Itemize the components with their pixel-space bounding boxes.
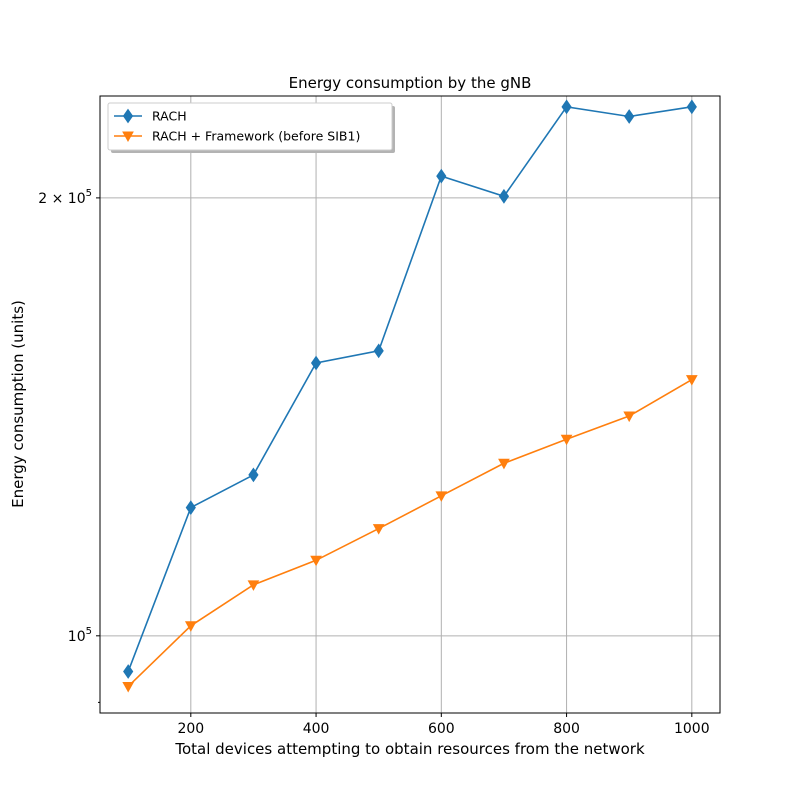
series-0-point-3 bbox=[310, 355, 322, 371]
series-1-point-5 bbox=[435, 491, 448, 502]
legend-marker-1 bbox=[122, 131, 134, 143]
tick-layer: 200 400 600 800 1000 105 2 × 105 bbox=[38, 188, 709, 737]
series-0-point-9 bbox=[686, 99, 697, 115]
series-1-point-0 bbox=[122, 681, 135, 693]
legend-marker-0 bbox=[122, 108, 134, 124]
series-0-point-1 bbox=[185, 500, 196, 515]
series-1-point-1 bbox=[184, 621, 197, 632]
series-0-point-5 bbox=[436, 168, 447, 184]
chart-title: Energy consumption by the gNB bbox=[289, 74, 532, 92]
series-1 bbox=[122, 375, 698, 693]
series-0-point-7 bbox=[561, 99, 572, 115]
series-0-point-6 bbox=[498, 188, 510, 204]
plot-frame bbox=[99, 95, 721, 714]
y-tick-label-200000: 2 × 105 bbox=[38, 188, 92, 207]
y-tick-label-100000: 105 bbox=[68, 626, 92, 645]
x-tick-label-400: 400 bbox=[303, 721, 330, 737]
series-0-point-2 bbox=[248, 467, 259, 483]
legend: RACH RACH + Framework (before SIB1) bbox=[107, 102, 395, 153]
series-0 bbox=[123, 99, 697, 679]
x-tick-label-200: 200 bbox=[177, 721, 204, 737]
series-1-point-3 bbox=[310, 555, 322, 567]
legend-label-1: RACH + Framework (before SIB1) bbox=[152, 129, 360, 144]
legend-label-0: RACH bbox=[152, 109, 187, 124]
series-line-0 bbox=[127, 105, 692, 672]
series-1-point-8 bbox=[623, 411, 636, 423]
x-tick-label-600: 600 bbox=[428, 721, 455, 737]
x-axis-label: Total devices attempting to obtain resou… bbox=[174, 740, 645, 758]
x-tick-label-800: 800 bbox=[553, 721, 580, 737]
grid-layer bbox=[100, 96, 720, 713]
legend-box bbox=[107, 102, 393, 151]
y-axis-label: Energy consumption (units) bbox=[9, 300, 27, 508]
series-1-point-9 bbox=[685, 375, 698, 386]
series-1-point-7 bbox=[560, 434, 573, 446]
series-0-point-8 bbox=[624, 109, 635, 124]
series-1-point-4 bbox=[372, 524, 385, 535]
series-0-point-4 bbox=[373, 343, 384, 359]
series-0-point-0 bbox=[123, 664, 134, 679]
series-line-1 bbox=[127, 378, 693, 688]
series-layer bbox=[122, 99, 698, 693]
x-tick-label-1000: 1000 bbox=[674, 721, 710, 737]
series-1-point-2 bbox=[247, 580, 260, 591]
series-1-point-6 bbox=[498, 458, 510, 470]
